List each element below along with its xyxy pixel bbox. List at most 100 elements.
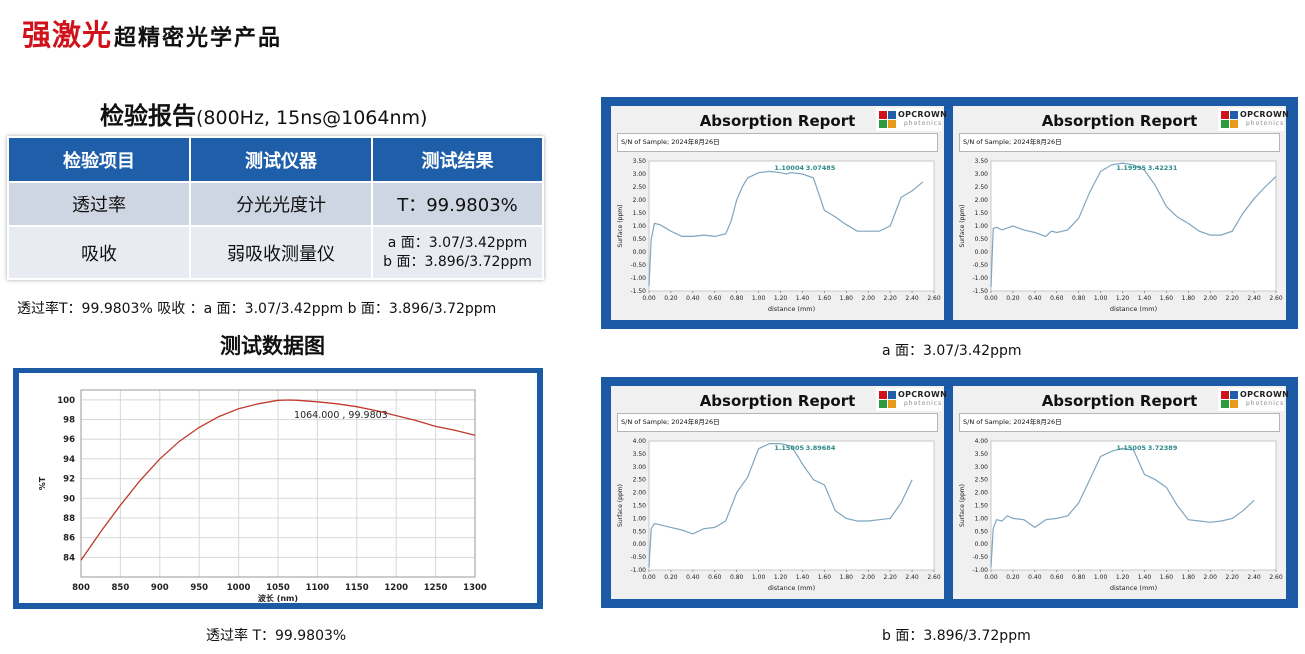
- x-axis-label: distance (mm): [768, 584, 815, 592]
- x-tick-label: 0.60: [1050, 295, 1064, 302]
- x-tick-label: 0.60: [708, 574, 722, 581]
- y-tick-label: 0.00: [975, 249, 989, 256]
- logo-text: OPCROWN: [1240, 390, 1290, 399]
- table-header-cell: 测试结果: [371, 136, 544, 183]
- y-tick-label: 1.00: [975, 223, 989, 230]
- x-tick-label: 1.00: [752, 295, 766, 302]
- y-tick-label: 3.00: [975, 171, 989, 178]
- table-row: 吸收 弱吸收测量仪 a 面：3.07/3.42ppm b 面：3.896/3.7…: [7, 225, 544, 280]
- cube-logo-icon: [879, 391, 896, 408]
- y-tick-label: 88: [63, 514, 75, 524]
- x-tick-label: 0.00: [984, 295, 998, 302]
- y-tick-label: 2.50: [633, 184, 647, 191]
- x-tick-label: 1.40: [796, 574, 810, 581]
- y-tick-label: 0.00: [975, 541, 989, 548]
- cube-logo-icon: [1221, 391, 1238, 408]
- absorption-chart-svg: 0.00 0.20 0.40 0.60 0.80 1.00 1.20 1.40 1.60 1.80…: [959, 158, 1283, 313]
- x-tick-label: 1.60: [1160, 295, 1174, 302]
- absorption-chart-svg: 0.00 0.20 0.40 0.60 0.80 1.00 1.20 1.40 1.60 1.80…: [959, 438, 1283, 592]
- cursor-readout-x: 1.19995: [1116, 164, 1146, 172]
- table-cell: 透过率: [7, 181, 191, 227]
- y-tick-label: -0.50: [972, 262, 988, 269]
- sample-sn-field: S/N of Sample; 2024年8月26日: [617, 133, 938, 152]
- x-tick-label: 0.80: [1072, 574, 1086, 581]
- y-tick-label: 1.50: [633, 210, 647, 217]
- y-tick-label: 2.00: [633, 197, 647, 204]
- x-tick-label: 2.40: [905, 295, 919, 302]
- y-tick-label: 94: [63, 455, 75, 465]
- y-tick-label: 0.50: [633, 528, 647, 535]
- x-tick-label: 0.60: [708, 295, 722, 302]
- table-cell: 分光光度计: [189, 181, 373, 227]
- x-tick-label: 1.00: [1094, 295, 1108, 302]
- x-tick-label: 2.20: [1225, 295, 1239, 302]
- x-tick-label: 1.60: [818, 574, 832, 581]
- cursor-readout-y: 3.07485: [806, 164, 836, 172]
- panel-title: Absorption Report: [699, 112, 856, 130]
- cube-logo-icon: [1221, 111, 1238, 128]
- y-axis-label: Surface (ppm): [617, 484, 624, 527]
- absorption-curve: [648, 443, 913, 568]
- x-tick-label: 0.60: [1050, 574, 1064, 581]
- plot-area: [990, 160, 1277, 292]
- x-tick-label: 1300: [463, 583, 487, 593]
- x-tick-label: 1.20: [1116, 574, 1130, 581]
- x-tick-label: 2.60: [927, 574, 941, 581]
- report-title: 检验报告(800Hz, 15ns@1064nm): [100, 96, 480, 131]
- plot-area: [990, 440, 1277, 571]
- result-b: b 面：3.896/3.72ppm: [383, 253, 532, 270]
- report-title-spec: (800Hz, 15ns@1064nm): [196, 107, 428, 129]
- y-tick-label: -0.50: [630, 262, 646, 269]
- table-cell: T：99.9803%: [371, 181, 544, 227]
- transmission-curve: [80, 399, 476, 561]
- x-tick-label: 850: [112, 583, 130, 593]
- x-tick-label: 1150: [345, 583, 369, 593]
- transmission-chart-frame: 800 850 900 950 1000 1050 1100 1150 1200 1250 1300…: [13, 368, 543, 609]
- y-tick-label: 3.50: [975, 451, 989, 458]
- logo-text: OPCROWN: [1240, 110, 1290, 119]
- report-title-main: 检验报告: [100, 102, 196, 130]
- y-tick-label: 0.50: [633, 236, 647, 243]
- y-tick-label: 3.50: [633, 158, 647, 165]
- x-tick-label: 0.20: [664, 295, 678, 302]
- x-tick-label: 2.20: [883, 574, 897, 581]
- x-tick-label: 0.80: [730, 295, 744, 302]
- brand-black-text: 超精密光学产品: [114, 26, 283, 51]
- plot-area: [648, 440, 935, 571]
- brand-red-text: 强激光: [22, 18, 113, 52]
- y-tick-label: 2.50: [633, 477, 647, 484]
- y-axis-label: Surface (ppm): [959, 205, 966, 248]
- y-tick-label: -1.00: [972, 567, 988, 574]
- x-tick-label: 1.00: [1094, 574, 1108, 581]
- cursor-readout-x: 1.15005: [774, 444, 804, 452]
- transmission-chart: 800 850 900 950 1000 1050 1100 1150 1200 1250 1300…: [19, 373, 537, 603]
- x-tick-label: 1.00: [752, 574, 766, 581]
- table-cell: 吸收: [7, 225, 191, 280]
- plot-area: [648, 160, 935, 292]
- peak-annotation: 1064.000 , 99.9803: [294, 410, 388, 421]
- table-header-cell: 测试仪器: [189, 136, 373, 183]
- x-tick-label: 900: [151, 583, 169, 593]
- transmission-chart-svg: 800 850 900 950 1000 1050 1100 1150 1200 1250 1300…: [38, 389, 487, 603]
- logo-subtext: photonics: [1246, 400, 1285, 407]
- transmission-caption: 透过率 T：99.9803%: [206, 628, 347, 644]
- absorption-chart-svg: 0.00 0.20 0.40 0.60 0.80 1.00 1.20 1.40 1.60 1.80…: [617, 438, 941, 592]
- plot-border: [80, 389, 476, 578]
- panel-title: Absorption Report: [1041, 112, 1198, 130]
- x-axis-label: distance (mm): [1110, 584, 1157, 592]
- absorption-panel: Absorption Report OPCROWN photonics S/N …: [953, 106, 1290, 320]
- x-tick-label: 2.00: [862, 574, 876, 581]
- x-tick-label: 2.60: [1269, 295, 1283, 302]
- y-tick-label: -1.00: [630, 567, 646, 574]
- x-tick-label: 0.80: [730, 574, 744, 581]
- x-tick-label: 1.80: [1182, 295, 1196, 302]
- x-tick-label: 0.20: [1006, 574, 1020, 581]
- absorption-curve: [990, 447, 1255, 568]
- y-tick-label: 4.00: [633, 438, 647, 445]
- x-tick-label: 0.00: [642, 295, 656, 302]
- absorption-frame-a: Absorption Report OPCROWN photonics S/N …: [601, 97, 1298, 329]
- y-tick-label: 0.50: [975, 236, 989, 243]
- x-tick-label: 1.80: [840, 574, 854, 581]
- absorption-panel: Absorption Report OPCROWN photonics S/N …: [611, 386, 947, 599]
- x-tick-label: 0.80: [1072, 295, 1086, 302]
